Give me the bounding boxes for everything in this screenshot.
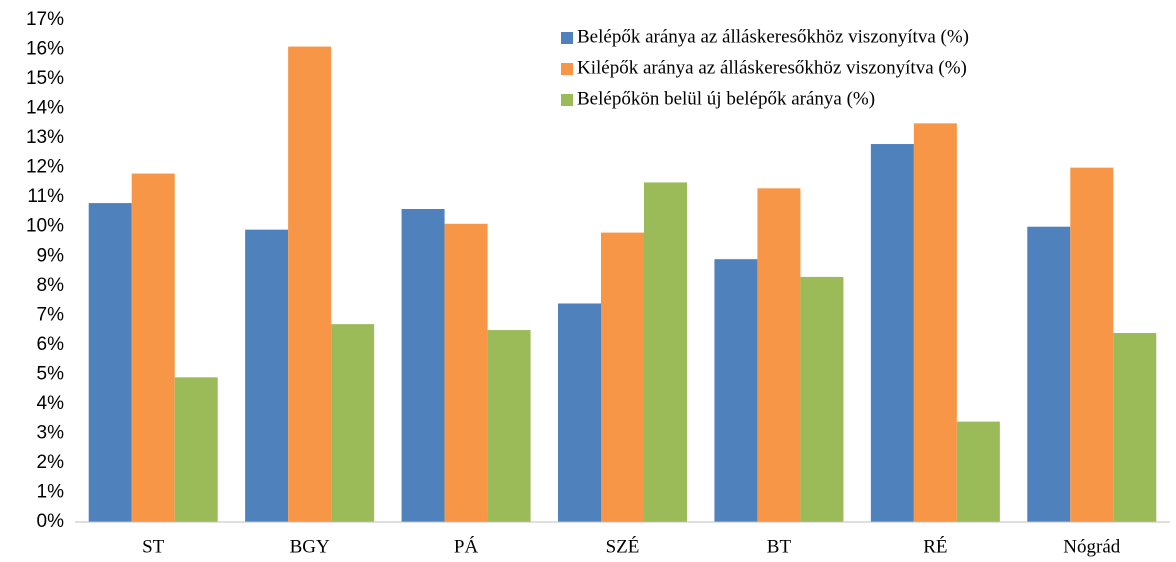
- y-tick-label: 14%: [26, 98, 64, 119]
- x-tick-label: Nógrád: [1063, 536, 1120, 557]
- y-tick-label: 11%: [27, 186, 64, 207]
- bar: [174, 377, 218, 522]
- bar: [644, 182, 687, 523]
- legend-swatch: [561, 32, 573, 44]
- bar: [245, 229, 289, 523]
- y-tick-label: 17%: [26, 9, 64, 30]
- y-tick-label: 13%: [26, 127, 64, 148]
- bar: [1113, 333, 1157, 522]
- bar: [487, 330, 531, 522]
- bar: [331, 324, 375, 522]
- legend-swatch: [561, 63, 573, 75]
- bar: [88, 203, 132, 523]
- y-tick-label: 8%: [37, 275, 65, 296]
- y-tick-label: 10%: [26, 216, 64, 237]
- bar: [714, 259, 758, 522]
- bar: [401, 208, 445, 523]
- y-tick-label: 1%: [37, 481, 65, 502]
- bar: [1027, 226, 1071, 523]
- bar: [913, 123, 957, 523]
- bar: [800, 276, 844, 522]
- y-tick-label: 7%: [37, 304, 65, 325]
- bar: [601, 232, 644, 523]
- legend-label: Belépők aránya az álláskeresőkhöz viszon…: [577, 26, 969, 47]
- bar: [444, 223, 488, 523]
- x-tick-label: SZÉ: [606, 535, 640, 557]
- y-tick-label: 12%: [26, 157, 64, 178]
- x-tick-label: ST: [142, 536, 165, 557]
- x-tick-label: PÁ: [454, 535, 479, 557]
- y-tick-label: 3%: [37, 422, 65, 443]
- x-tick-label: RÉ: [923, 535, 947, 557]
- y-tick-label: 15%: [26, 68, 64, 89]
- legend-label: Kilépők aránya az álláskeresőkhöz viszon…: [577, 57, 967, 78]
- legend-label: Belépőkön belül új belépők aránya (%): [577, 88, 875, 109]
- legend-swatch: [561, 94, 573, 106]
- bar: [288, 46, 332, 522]
- bar: [870, 144, 914, 522]
- y-tick-label: 16%: [26, 39, 64, 60]
- bar: [1070, 167, 1114, 522]
- x-tick-label: BGY: [290, 536, 330, 557]
- y-tick-label: 4%: [37, 393, 65, 414]
- y-tick-label: 0%: [37, 511, 65, 532]
- y-tick-label: 6%: [37, 334, 65, 355]
- bar: [558, 303, 601, 522]
- bar: [956, 421, 1000, 522]
- y-tick-label: 9%: [37, 245, 65, 266]
- x-tick-label: BT: [767, 536, 792, 557]
- bar: [757, 188, 801, 523]
- y-tick-label: 2%: [37, 452, 65, 473]
- y-tick-label: 5%: [37, 363, 65, 384]
- bar: [131, 173, 175, 522]
